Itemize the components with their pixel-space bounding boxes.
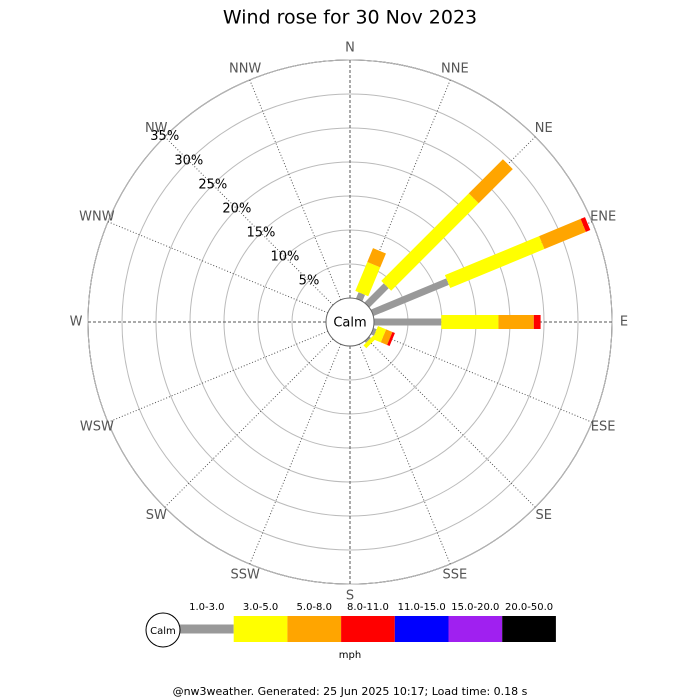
bar-segment [380, 329, 393, 345]
bar-segment [539, 218, 586, 250]
spoke [249, 343, 342, 565]
ring-label: 30% [174, 153, 203, 168]
direction-label: ESE [591, 419, 616, 434]
bar-segment [381, 193, 479, 291]
direction-label: W [70, 315, 83, 330]
bar-segment [355, 261, 381, 297]
direction-label: N [345, 41, 355, 56]
chart-title: Wind rose for 30 Nov 2023 [223, 7, 477, 29]
legend-calm-label: Calm [150, 626, 176, 637]
direction-label: WSW [80, 419, 114, 434]
legend-swatch [448, 616, 503, 642]
legend-swatch [233, 616, 288, 642]
ring-label: 10% [270, 249, 299, 264]
spoke [107, 330, 329, 423]
ring-label: 15% [246, 225, 275, 240]
direction-label: WNW [79, 210, 115, 225]
direction-label: NNE [441, 61, 469, 76]
bar-segment [387, 332, 395, 346]
direction-label: SSW [230, 568, 260, 583]
bar-segment [468, 159, 513, 204]
legend-swatch [341, 616, 395, 642]
legend-calm-circle [145, 612, 181, 648]
direction-label: SW [146, 508, 167, 523]
bar-segment [580, 217, 591, 232]
direction-label: NW [145, 121, 168, 136]
footer: @nw3weather. Generated: 25 Jun 2025 10:1… [173, 685, 528, 698]
legend-swatch [287, 616, 342, 642]
bar-segment [370, 278, 449, 317]
spoke [107, 221, 329, 314]
spoke [358, 343, 451, 565]
bar-segment [444, 236, 545, 289]
direction-label: NE [535, 121, 553, 136]
legend-label: 3.0-5.0 [243, 602, 278, 613]
bar-segment [372, 326, 387, 343]
legend-swatch [180, 624, 234, 634]
direction-label: NNW [229, 61, 261, 76]
direction-label: E [620, 315, 628, 330]
legend-swatch [394, 616, 449, 642]
spoke [371, 330, 593, 423]
legend-label: 5.0-8.0 [297, 602, 332, 613]
spoke [249, 79, 342, 301]
spoke [164, 338, 334, 508]
legend-label: 20.0-50.0 [505, 602, 553, 613]
bar-segment [370, 327, 377, 336]
bar-segment [363, 335, 377, 349]
direction-label: SSE [442, 568, 467, 583]
spoke [164, 136, 334, 306]
calm-circle [325, 297, 375, 347]
legend-swatch [502, 616, 556, 642]
direction-label: S [346, 589, 354, 604]
calm-label: Calm [333, 316, 366, 331]
bar-segment [355, 292, 366, 302]
ring-label: 25% [198, 177, 227, 192]
legend-label: 11.0-15.0 [398, 602, 446, 613]
legend-label: 8.0-11.0 [347, 602, 389, 613]
legend-unit: mph [339, 650, 361, 661]
spoke [366, 338, 536, 508]
legend-label: 1.0-3.0 [189, 602, 224, 613]
direction-label: ENE [590, 210, 616, 225]
direction-label: SE [536, 508, 552, 523]
bar-segment [367, 248, 386, 268]
legend-label: 15.0-20.0 [451, 602, 499, 613]
grid-ring [121, 93, 579, 551]
bar-segment [364, 283, 389, 308]
